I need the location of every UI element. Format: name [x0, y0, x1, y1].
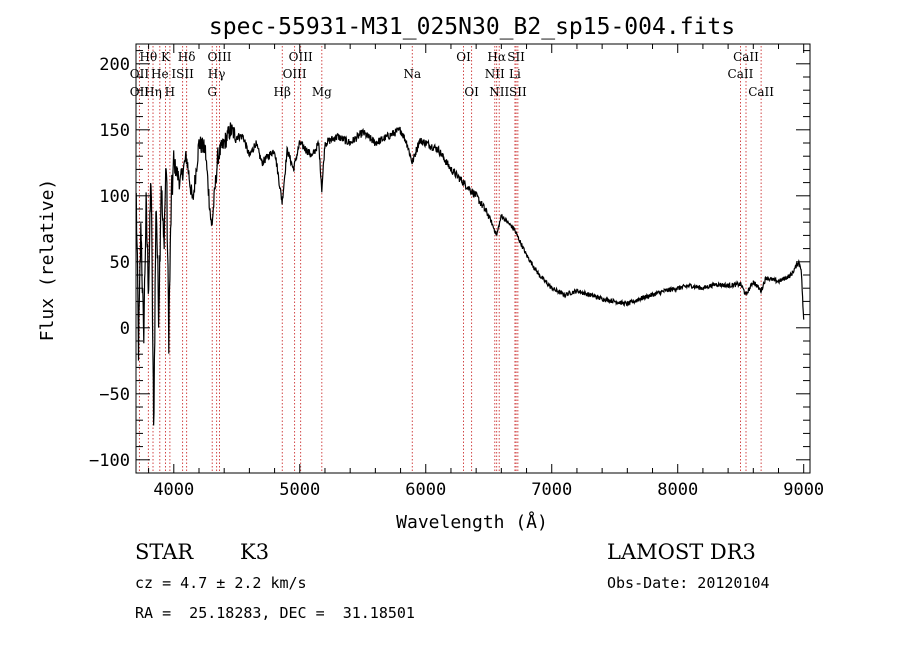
y-tick-label: 100: [99, 187, 130, 207]
line-label: OIII: [283, 67, 307, 81]
object-subclass: K3: [240, 540, 270, 564]
y-tick-label: 200: [99, 55, 130, 75]
line-label: OII: [130, 67, 150, 81]
line-label: NII: [489, 85, 509, 99]
line-markers: [138, 46, 762, 473]
line-label: He: [151, 67, 169, 81]
x-axis-label: Wavelength (Å): [396, 511, 548, 533]
y-tick-label: 50: [110, 253, 130, 273]
survey-name: LAMOST DR3: [607, 540, 756, 564]
line-label: Hγ: [208, 67, 226, 81]
line-label: Hβ: [274, 85, 291, 99]
line-label: CaII: [748, 85, 774, 99]
y-axis-label: Flux (relative): [37, 179, 58, 342]
line-label: OI: [464, 85, 479, 99]
y-tick-label: −100: [89, 451, 130, 471]
axis-ticks: 4000 5000 6000 7000 8000 9000 −100 −50 0 50 100 150…: [89, 44, 824, 500]
line-label: OI: [456, 50, 471, 64]
line-label: Hδ: [178, 50, 196, 64]
plot-frame: [135, 43, 811, 474]
line-label: NII: [485, 67, 505, 81]
y-tick-label: 150: [99, 121, 130, 141]
line-label: OII: [130, 85, 150, 99]
x-tick-label: 7000: [531, 480, 572, 500]
redshift-cz: cz = 4.7 ± 2.2 km/s: [135, 574, 307, 592]
chart-title: spec-55931-M31_025N30_B2_sp15-004.fits: [209, 14, 735, 40]
spectrum-line: [135, 122, 805, 426]
line-label: OIII: [207, 50, 231, 64]
line-label: SII: [507, 50, 525, 64]
x-tick-label: 4000: [153, 480, 194, 500]
x-tick-label: 6000: [405, 480, 446, 500]
line-label: K: [161, 50, 171, 64]
line-label: CaII: [733, 50, 759, 64]
x-tick-label: 9000: [783, 480, 824, 500]
line-label: CaII: [728, 67, 754, 81]
x-tick-label: 5000: [279, 480, 320, 500]
line-label: ISII: [171, 67, 194, 81]
line-label: OIII: [289, 50, 313, 64]
line-label: Hη: [144, 85, 162, 99]
y-tick-label: −50: [99, 385, 130, 405]
line-label: Hα: [487, 50, 506, 64]
y-tick-label: 0: [120, 319, 130, 339]
line-label: Na: [403, 67, 421, 81]
line-label: Hθ: [139, 50, 157, 64]
line-label: SII: [509, 85, 527, 99]
x-tick-label: 8000: [657, 480, 698, 500]
line-label: Mg: [312, 85, 332, 99]
line-label: G: [207, 85, 217, 99]
object-class: STAR: [135, 540, 194, 564]
line-label: H: [165, 85, 175, 99]
obs-date: Obs-Date: 20120104: [607, 574, 770, 592]
line-label: Li: [509, 67, 521, 81]
coordinates: RA = 25.18283, DEC = 31.18501: [135, 604, 415, 622]
